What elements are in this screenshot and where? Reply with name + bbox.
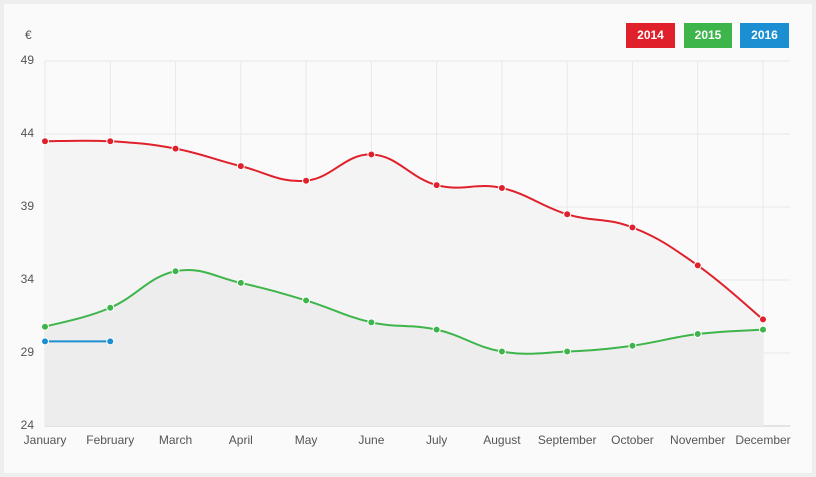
legend-swatch — [684, 23, 732, 48]
y-tick-label: 29 — [21, 345, 35, 359]
x-tick-label: February — [86, 433, 134, 447]
line — [44, 139, 764, 321]
x-tick-label: November — [670, 433, 725, 447]
point — [367, 318, 376, 327]
legend-swatch — [740, 23, 789, 48]
line — [44, 269, 764, 355]
point — [236, 162, 245, 171]
x-tick-label: August — [483, 433, 521, 447]
point — [628, 223, 637, 232]
point — [693, 261, 702, 270]
legend-item[interactable]: 2015 — [684, 23, 732, 48]
point — [432, 325, 441, 334]
point — [236, 278, 245, 287]
x-tick-label: June — [358, 433, 384, 447]
point — [693, 330, 702, 339]
y-tick-label: 44 — [21, 126, 35, 140]
area — [45, 269, 763, 426]
y-axis-label: € — [25, 28, 32, 42]
x-tick-label: April — [229, 433, 253, 447]
point — [41, 322, 49, 331]
x-tick-label: December — [735, 433, 790, 447]
x-tick-label: September — [538, 433, 597, 447]
legend-label: 2015 — [695, 28, 722, 42]
point — [302, 176, 311, 185]
point — [106, 303, 115, 312]
x-tick-label: January — [24, 433, 67, 447]
point — [628, 341, 637, 350]
point — [106, 137, 115, 146]
y-tick-label: 34 — [21, 272, 35, 286]
x-tick-label: May — [295, 433, 318, 447]
point — [563, 347, 572, 356]
legend-label: 2016 — [751, 28, 778, 42]
x-tick-label: October — [611, 433, 654, 447]
point — [563, 210, 572, 219]
legend-swatch — [626, 23, 675, 48]
point — [497, 184, 506, 193]
legend-item[interactable]: 2016 — [740, 23, 789, 48]
point — [432, 181, 441, 190]
point — [41, 137, 49, 146]
point — [302, 296, 311, 305]
point — [171, 144, 180, 153]
x-tick-label: March — [159, 433, 192, 447]
point — [367, 150, 376, 159]
legend-item[interactable]: 2014 — [626, 23, 675, 48]
point — [759, 315, 767, 324]
point — [497, 347, 506, 356]
y-tick-label: 39 — [21, 199, 35, 213]
point — [41, 337, 49, 346]
y-tick-label: 49 — [21, 53, 35, 67]
point — [106, 337, 115, 346]
point — [171, 267, 180, 276]
point — [759, 325, 767, 334]
legend-label: 2014 — [637, 28, 664, 42]
x-tick-label: July — [426, 433, 447, 447]
y-tick-label: 24 — [21, 418, 35, 432]
